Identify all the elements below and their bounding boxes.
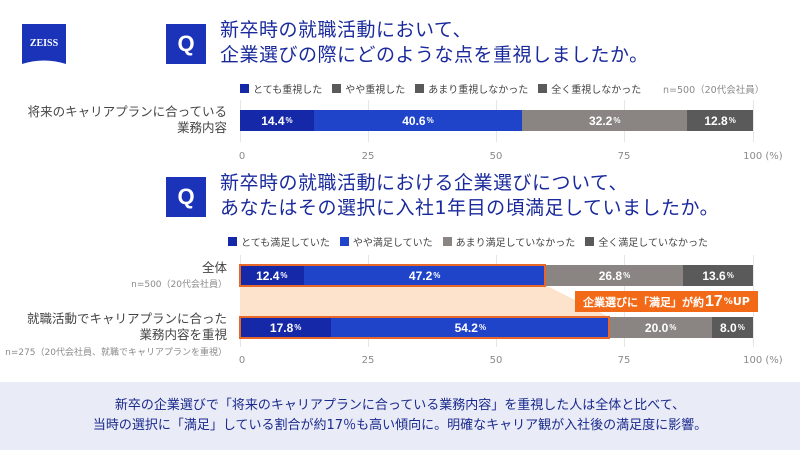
legend-item-somewhat: やや重視した bbox=[332, 81, 405, 96]
callout-17pct-up: 企業選びに「満足」が約 17% UP bbox=[575, 291, 758, 312]
legend-item-not-much-satisfied: あまり満足していなかった bbox=[442, 234, 575, 249]
x-tick-50: 50 bbox=[489, 355, 503, 366]
bar-segment-very-satisfied: 12.4% bbox=[240, 265, 304, 286]
q1-stacked-bar: 14.4% 40.6% 32.2% 12.8% bbox=[240, 110, 753, 131]
q1-legend: とても重視した やや重視した あまり重視しなかった 全く重視しなかった bbox=[240, 81, 641, 96]
svg-text:ZEISS: ZEISS bbox=[30, 38, 59, 49]
legend-item-not-at-all-satisfied: 全く満足していなかった bbox=[585, 234, 708, 249]
bar-segment-somewhat-satisfied: 47.2% bbox=[303, 265, 546, 286]
q1-sample-note: n=500（20代会社員） bbox=[663, 85, 765, 96]
bar-segment-very: 14.4% bbox=[240, 110, 314, 131]
x-tick-25: 25 bbox=[361, 355, 375, 366]
q2-stacked-bar-career-focused: 17.8% 54.2% 20.0% 8.0% bbox=[240, 317, 753, 338]
x-tick-100: 100 (%) bbox=[743, 355, 783, 366]
x-tick-75: 75 bbox=[617, 151, 631, 162]
legend-item-somewhat-satisfied: やや満足していた bbox=[339, 234, 433, 249]
bar-segment-somewhat-satisfied: 54.2% bbox=[331, 317, 610, 338]
q2-row1-label: 全体 bbox=[201, 260, 227, 275]
x-tick-0: 0 bbox=[238, 151, 246, 162]
x-tick-100: 100 (%) bbox=[743, 151, 783, 162]
x-tick-50: 50 bbox=[489, 151, 503, 162]
q1-title: 新卒時の就職活動において、 企業選びの際にどのような点を重視しましたか。 bbox=[220, 19, 649, 66]
x-tick-75: 75 bbox=[617, 355, 631, 366]
bar-segment-not-much-satisfied: 20.0% bbox=[609, 317, 712, 338]
summary-line-2: 当時の選択に「満足」している割合が約17％も高い傾向に。明確なキャリア観が入社後… bbox=[92, 418, 708, 433]
bar-segment-not-at-all-satisfied: 13.6% bbox=[683, 265, 753, 286]
q2-row2-label: 就職活動でキャリアプランに合った 業務内容を重視 bbox=[26, 311, 227, 342]
legend-item-not-at-all: 全く重視しなかった bbox=[538, 81, 641, 96]
x-tick-25: 25 bbox=[361, 151, 375, 162]
x-tick-0: 0 bbox=[238, 355, 246, 366]
q2-row2-sample-note: n=275（20代会社員、就職でキャリアプランを重視） bbox=[5, 348, 227, 358]
legend-item-very: とても重視した bbox=[240, 81, 322, 96]
q2-badge: Q bbox=[166, 177, 206, 217]
bar-segment-not-at-all: 12.8% bbox=[687, 110, 753, 131]
legend-item-not-much: あまり重視しなかった bbox=[415, 81, 528, 96]
q2-stacked-bar-overall: 12.4% 47.2% 26.8% 13.6% bbox=[240, 265, 753, 286]
q1-badge: Q bbox=[166, 24, 206, 64]
summary-panel: 新卒の企業選びで「将来のキャリアプランに合っている業務内容」を重視した人は全体と… bbox=[0, 382, 800, 450]
q2-row1-sample-note: n=500（20代会社員） bbox=[131, 280, 227, 290]
q2-title: 新卒時の就職活動における企業選びについて、 あなたはその選択に入社1年目の頃満足… bbox=[220, 172, 720, 219]
bar-segment-not-much-satisfied: 26.8% bbox=[545, 265, 684, 286]
bar-segment-not-at-all-satisfied: 8.0% bbox=[711, 317, 753, 338]
legend-item-very-satisfied: とても満足していた bbox=[228, 234, 330, 249]
bar-segment-very-satisfied: 17.8% bbox=[240, 317, 332, 338]
bar-segment-not-much: 32.2% bbox=[522, 110, 688, 131]
gridline-100 bbox=[753, 100, 754, 142]
zeiss-logo: ZEISS bbox=[22, 24, 66, 69]
q1-row-label: 将来のキャリアプランに合っている 業務内容 bbox=[27, 104, 227, 135]
bar-segment-somewhat: 40.6% bbox=[313, 110, 523, 131]
highlight-band bbox=[240, 285, 611, 318]
summary-line-1: 新卒の企業選びで「将来のキャリアプランに合っている業務内容」を重視した人は全体と… bbox=[114, 398, 686, 413]
q2-legend: とても満足していた やや満足していた あまり満足していなかった 全く満足していな… bbox=[228, 234, 708, 249]
